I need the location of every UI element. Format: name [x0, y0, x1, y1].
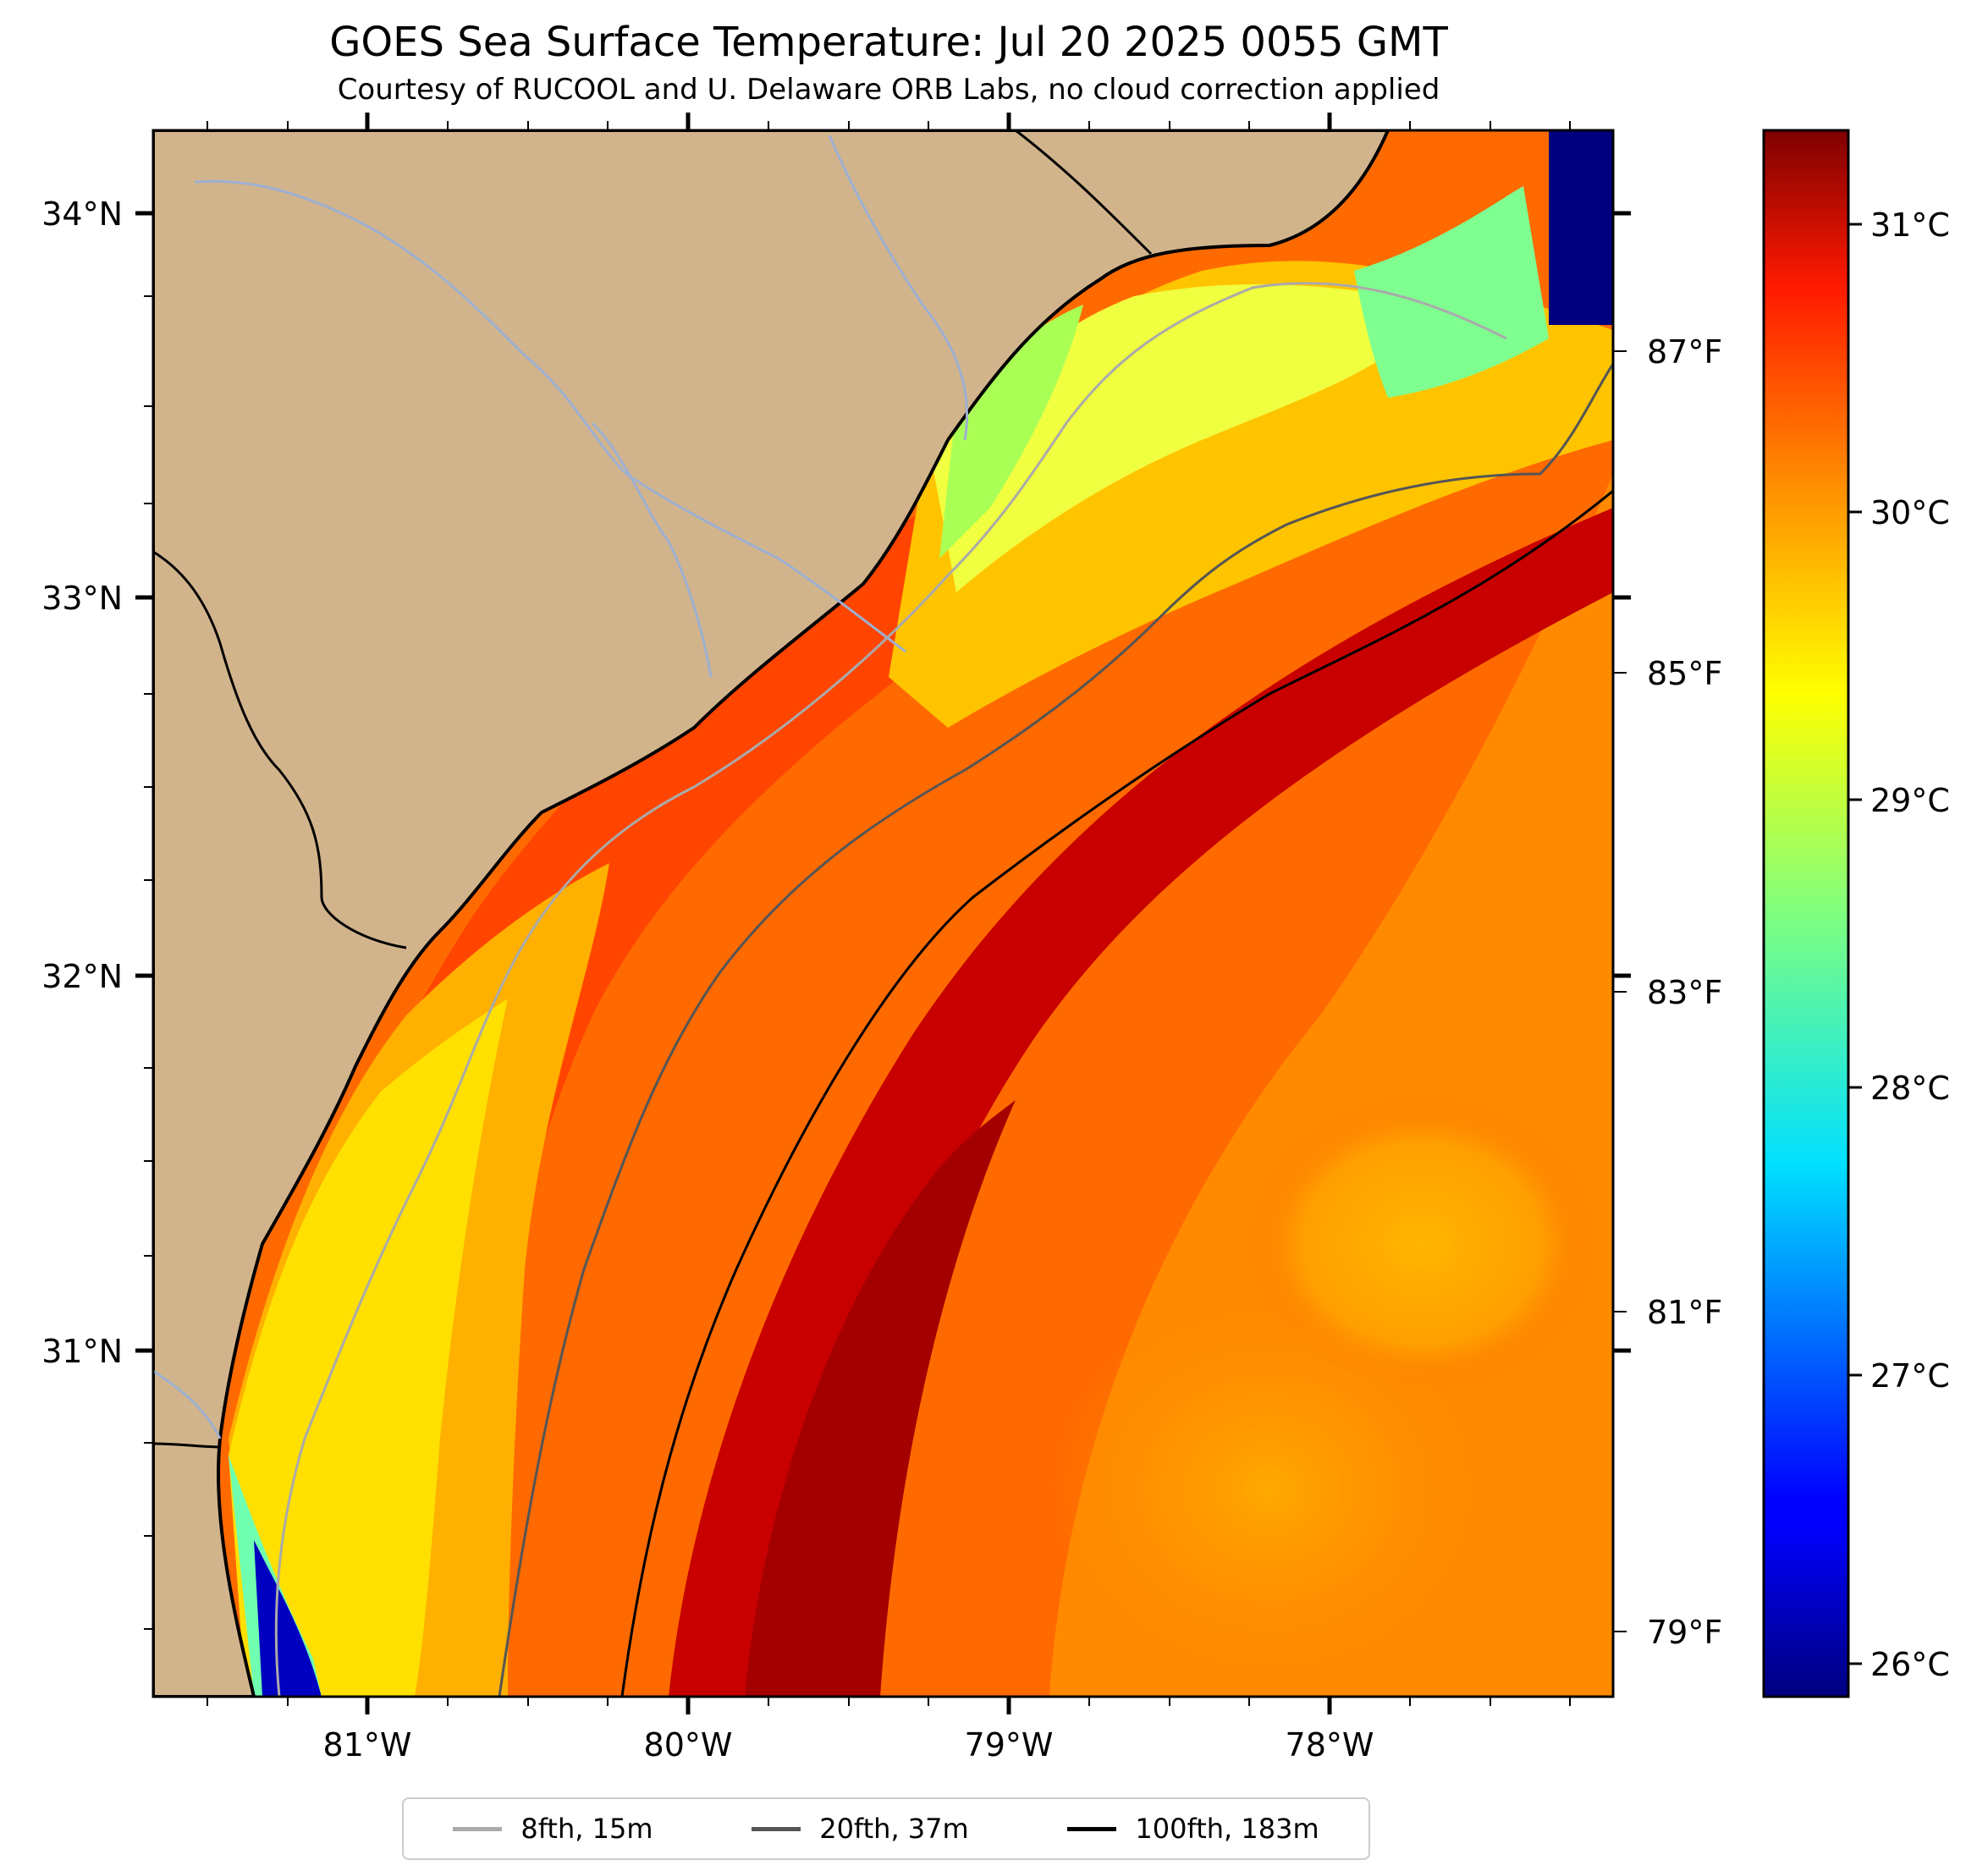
- legend-label: 20fth, 37m: [819, 1813, 969, 1845]
- state-boundary-sc-ga: [153, 550, 407, 949]
- isobath-20fth: [498, 363, 1613, 1697]
- lon-ticks: [365, 113, 1332, 1714]
- fahrenheit-ticks: [1613, 350, 1627, 1632]
- river-4: [153, 1369, 222, 1439]
- colorbar-label: 29°C: [1870, 782, 1950, 819]
- cloud-mask-sw: [254, 1540, 322, 1697]
- legend-swatch: [752, 1826, 801, 1831]
- lon-labels: 81°W 80°W 79°W 78°W: [323, 1726, 1374, 1764]
- lon-label: 78°W: [1286, 1726, 1374, 1764]
- map-frame: [151, 129, 1615, 1698]
- legend-swatch: [1067, 1826, 1117, 1831]
- map-plot-area: [153, 130, 1613, 1697]
- colorbar-labels: 31°C 30°C 29°C 28°C 27°C 26°C: [1870, 206, 1950, 1683]
- legend-label: 8fth, 15m: [520, 1813, 653, 1845]
- fahrenheit-label: 83°F: [1647, 974, 1722, 1011]
- fahrenheit-label: 81°F: [1647, 1294, 1722, 1331]
- isobath-8fth: [274, 282, 1507, 1697]
- cloud-mask-ne: [1549, 130, 1613, 325]
- river-3: [828, 135, 968, 441]
- land-mass: [153, 130, 1390, 1697]
- colorbar-label: 26°C: [1870, 1646, 1950, 1683]
- minor-ticks-left: [144, 295, 153, 1630]
- colorbar: [1762, 129, 1850, 1698]
- lat-label: 33°N: [41, 580, 123, 617]
- legend-swatch: [453, 1826, 503, 1831]
- chart-subtitle: Courtesy of RUCOOL and U. Delaware ORB L…: [337, 73, 1440, 107]
- lat-label: 31°N: [41, 1333, 123, 1370]
- gulf-stream-dark: [745, 1100, 1016, 1697]
- river-1: [194, 179, 906, 653]
- legend-item-8fth: 8fth, 15m: [453, 1813, 653, 1845]
- warm-eddy-south: [1049, 1295, 1490, 1684]
- north-shelf-green: [939, 305, 1083, 559]
- lon-label: 81°W: [323, 1726, 412, 1764]
- lat-label: 32°N: [41, 958, 123, 995]
- lat-ticks-right: [1613, 211, 1631, 1353]
- colorbar-label: 31°C: [1870, 206, 1950, 244]
- fahrenheit-label: 79°F: [1647, 1614, 1722, 1651]
- legend-label: 100fth, 183m: [1135, 1813, 1319, 1845]
- lon-label: 80°W: [644, 1726, 733, 1764]
- inner-shelf-yellow: [229, 999, 508, 1697]
- fahrenheit-label: 87°F: [1647, 333, 1722, 371]
- lon-minor-ticks: [207, 121, 1571, 1706]
- lat-label: 34°N: [41, 195, 123, 233]
- lat-ticks-left: [135, 211, 153, 1353]
- colorbar-label: 28°C: [1870, 1070, 1950, 1107]
- fahrenheit-labels: 87°F 85°F 83°F 81°F 79°F: [1647, 333, 1722, 1651]
- chart-title: GOES Sea Surface Temperature: Jul 20 202…: [329, 19, 1448, 66]
- fahrenheit-label: 85°F: [1647, 655, 1722, 692]
- bay-cool-water: [1354, 186, 1549, 398]
- legend-item-100fth: 100fth, 183m: [1067, 1813, 1319, 1845]
- lat-labels: 34°N 33°N 32°N 31°N: [41, 195, 123, 1370]
- legend: 8fth, 15m 20fth, 37m 100fth, 183m: [402, 1797, 1370, 1860]
- legend-item-20fth: 20fth, 37m: [752, 1813, 969, 1845]
- colorbar-ticks: [1848, 223, 1862, 1665]
- colorbar-label: 30°C: [1870, 494, 1950, 531]
- lon-label: 79°W: [965, 1726, 1054, 1764]
- state-boundary-nc-sc: [1015, 130, 1153, 256]
- river-2: [591, 421, 713, 678]
- isobath-100fth: [620, 489, 1613, 1697]
- colorbar-label: 27°C: [1870, 1357, 1950, 1395]
- state-boundary-ga-fl: [153, 1442, 221, 1449]
